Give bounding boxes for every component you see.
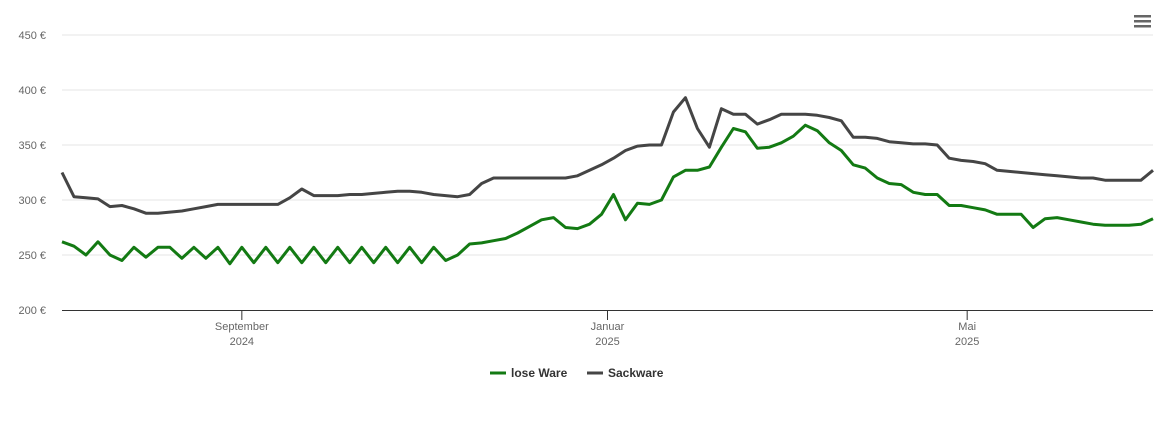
x-tick-label: 2025 [595,336,619,348]
y-tick-label: 250 € [18,250,46,262]
x-tick-label: 2025 [955,336,979,348]
legend-label[interactable]: lose Ware [511,366,568,380]
series-line [61,123,1154,266]
legend-label[interactable]: Sackware [608,366,664,380]
x-tick-label: Mai [958,321,976,333]
x-tick-label: 2024 [230,336,254,348]
x-tick-label: September [215,321,269,333]
y-tick-label: 350 € [18,140,46,152]
y-tick-label: 300 € [18,195,46,207]
y-tick-label: 200 € [18,305,46,317]
series-line [60,96,1154,215]
menu-icon[interactable] [1134,15,1151,28]
y-tick-label: 450 € [18,30,46,42]
x-tick-label: Januar [591,321,625,333]
y-tick-label: 400 € [18,85,46,97]
